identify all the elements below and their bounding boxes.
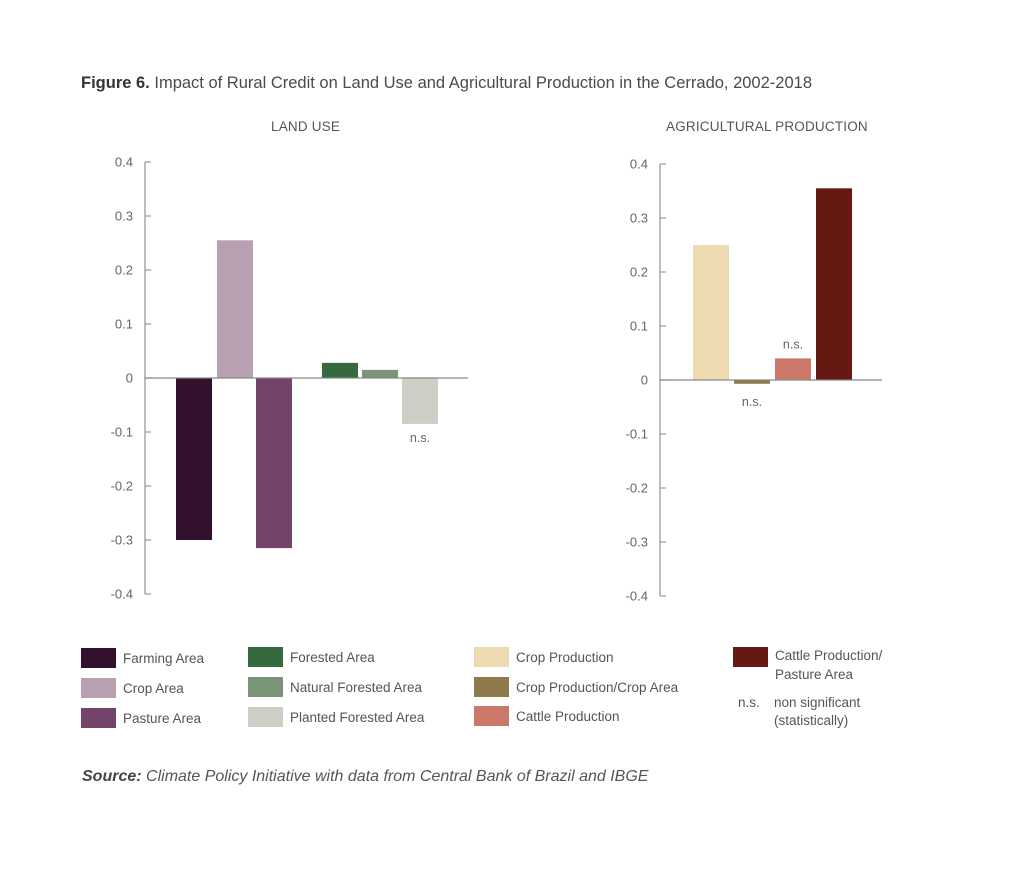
- y-tick-label: -0.1: [626, 427, 648, 442]
- legend-label: Forested Area: [290, 649, 375, 665]
- legend-swatch: [248, 707, 283, 727]
- bar-cattle-production-pasture-area: [816, 188, 852, 380]
- bar-forested-area: [322, 362, 358, 378]
- legend-item-pasture-area: Pasture Area: [81, 708, 201, 728]
- ns-annotation: n.s.: [742, 395, 762, 409]
- legend-item-cattle-production: Cattle Production: [474, 706, 620, 726]
- bar-cattle-production: [775, 358, 811, 380]
- legend-label: Farming Area: [123, 650, 205, 666]
- bar-natural-forested-area: [362, 369, 398, 378]
- legend-ns-key: n.s.: [738, 695, 760, 710]
- y-tick-label: -0.4: [626, 589, 648, 604]
- legend-label: Planted Forested Area: [290, 709, 425, 725]
- bar-crop-production: [693, 245, 729, 380]
- y-tick-label: -0.2: [111, 479, 133, 494]
- legend-ns-line: non significant: [774, 695, 861, 710]
- y-tick-label: -0.1: [111, 425, 133, 440]
- legend-item-crop-area: Crop Area: [81, 678, 184, 698]
- source-prefix: Source:: [82, 768, 142, 785]
- land-use-chart: 0.4 0.3 0.2 0.1 0 -0.1 -0.2 -0.3 -0.4 n.s.: [111, 155, 468, 602]
- legend-label-line: Cattle Production/: [775, 648, 883, 663]
- y-tick-label: 0.2: [630, 265, 648, 280]
- y-tick-label: 0: [641, 373, 648, 388]
- legend-item-farming-area: Farming Area: [81, 648, 204, 668]
- legend-swatch: [248, 677, 283, 697]
- legend-swatch: [474, 677, 509, 697]
- y-tick-label: 0: [126, 371, 133, 386]
- legend-ns-line: (statistically): [774, 713, 849, 728]
- bar-crop-production-crop-area: [734, 380, 770, 384]
- legend-label: Natural Forested Area: [290, 679, 423, 695]
- legend-label-line: Pasture Area: [775, 667, 854, 682]
- legend-swatch: [474, 647, 509, 667]
- figure-title: Figure 6. Impact of Rural Credit on Land…: [81, 74, 812, 93]
- ns-annotation: n.s.: [410, 431, 430, 445]
- source-note: Source: Climate Policy Initiative with d…: [82, 768, 648, 786]
- legend-label: Pasture Area: [123, 710, 202, 726]
- legend-swatch: [733, 647, 768, 667]
- legend-ns-description: non significant (statistically): [774, 694, 860, 730]
- agricultural-production-panel-title: AGRICULTURAL PRODUCTION: [666, 119, 868, 134]
- ns-annotation: n.s.: [783, 337, 803, 351]
- legend-item-crop-production: Crop Production: [474, 647, 614, 667]
- legend-item-forested-area: Forested Area: [248, 647, 375, 667]
- y-tick-label: 0.1: [630, 319, 648, 334]
- legend-label: Cattle Production/Pasture Area: [775, 646, 882, 684]
- bar-planted-forested-area: [402, 378, 438, 424]
- y-tick-label: -0.4: [111, 587, 133, 602]
- bar-farming-area: [176, 378, 212, 540]
- y-tick-label: 0.1: [115, 317, 133, 332]
- legend-label: Crop Production: [516, 649, 614, 665]
- land-use-panel-title: LAND USE: [271, 119, 341, 134]
- y-tick-label: 0.4: [115, 155, 133, 170]
- y-tick-label: -0.2: [626, 481, 648, 496]
- bar-crop-area: [217, 240, 253, 378]
- legend-swatch: [474, 706, 509, 726]
- legend-item-crop-production-per-crop-area: Crop Production/Crop Area: [474, 677, 678, 697]
- y-tick-label: -0.3: [111, 533, 133, 548]
- figure-number: Figure 6.: [81, 74, 150, 92]
- agricultural-production-chart: 0.4 0.3 0.2 0.1 0 -0.1 -0.2 -0.3 -0.4 n.s. n.s.: [626, 157, 882, 604]
- legend-swatch: [81, 708, 116, 728]
- y-tick-label: -0.3: [626, 535, 648, 550]
- legend-item-natural-forested-area: Natural Forested Area: [248, 677, 422, 697]
- legend-label: Crop Production/Crop Area: [516, 679, 679, 695]
- figure-title-text: Impact of Rural Credit on Land Use and A…: [154, 74, 812, 92]
- y-tick-label: 0.4: [630, 157, 648, 172]
- legend-swatch: [81, 648, 116, 668]
- y-tick-label: 0.3: [630, 211, 648, 226]
- source-text: Climate Policy Initiative with data from…: [146, 768, 649, 785]
- legend-item-planted-forested-area: Planted Forested Area: [248, 707, 424, 727]
- legend-label: Crop Area: [123, 680, 184, 696]
- legend-item-cattle-production-per-pasture-area: Cattle Production/Pasture Area: [733, 647, 882, 684]
- legend-swatch: [248, 647, 283, 667]
- legend-swatch: [81, 678, 116, 698]
- y-tick-label: 0.2: [115, 263, 133, 278]
- legend-label: Cattle Production: [516, 708, 620, 724]
- y-tick-label: 0.3: [115, 209, 133, 224]
- bar-pasture-area: [256, 378, 292, 549]
